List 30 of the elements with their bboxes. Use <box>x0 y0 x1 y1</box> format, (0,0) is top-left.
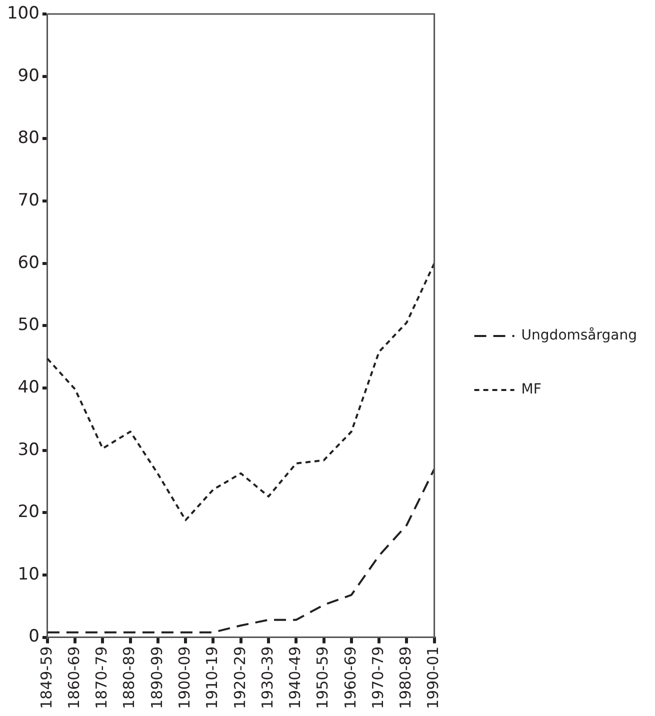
x-tick-label: 1910-19 <box>203 646 222 710</box>
y-tick-label: 50 <box>18 315 40 336</box>
x-tick-label: 1930-39 <box>258 646 276 710</box>
y-tick-label: 20 <box>18 502 40 522</box>
x-tick-label: 1950-59 <box>314 646 332 710</box>
y-tick-label: 90 <box>18 66 40 86</box>
y-tick-label: 30 <box>18 440 40 460</box>
x-tick-label: 1940-49 <box>286 646 304 710</box>
x-tick-label: 1880-89 <box>120 646 138 710</box>
x-tick-label: 1970-79 <box>368 646 387 710</box>
x-tick-label: 1849-59 <box>37 646 56 710</box>
x-tick-label: 1960-69 <box>341 646 360 710</box>
y-tick-label: 10 <box>18 564 40 584</box>
line-series <box>46 468 436 634</box>
x-tick-label: 1890-99 <box>148 646 166 710</box>
line-series <box>46 262 436 522</box>
y-tick-label: 70 <box>18 190 40 210</box>
y-tick-label: 40 <box>18 377 40 398</box>
y-tick-label: 80 <box>18 128 40 148</box>
y-tick-label: 60 <box>18 252 40 273</box>
x-tick-label: 1900-09 <box>176 646 194 710</box>
x-tick-label: 1980-89 <box>396 646 415 710</box>
x-tick-label: 1870-79 <box>92 646 111 710</box>
y-tick-label: 0 <box>28 626 40 647</box>
legend-label: Ungdomsårgang <box>521 326 638 344</box>
x-tick-label: 1990-01 <box>424 646 442 710</box>
legend-label: MF <box>521 382 542 398</box>
x-tick-label: 1860-69 <box>64 646 83 710</box>
x-tick-label: 1920-29 <box>230 646 249 710</box>
y-tick-label: 100 <box>6 3 40 24</box>
